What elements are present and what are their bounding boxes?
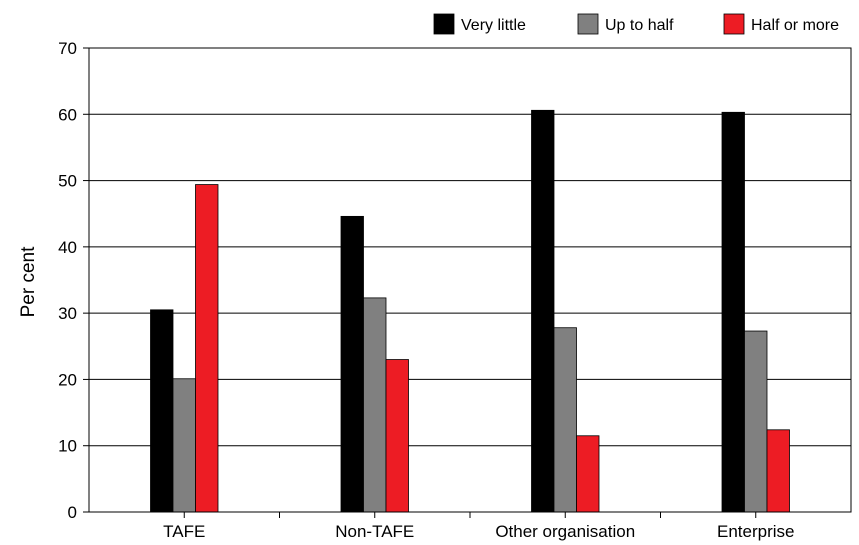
bar-enterprise-half-or-more [766, 429, 790, 513]
x-tick-label: Enterprise [717, 522, 794, 541]
bar-tafe-very-little [150, 309, 174, 513]
y-tick-label: 50 [58, 172, 77, 191]
x-tick-label: Non-TAFE [335, 522, 414, 541]
bar-enterprise-very-little [721, 111, 745, 513]
y-tick-label: 0 [68, 503, 77, 522]
bars [150, 109, 790, 513]
legend-swatch-half-or-more [723, 13, 745, 35]
bar-non-tafe-up-to-half [363, 297, 387, 513]
bar-tafe-half-or-more [195, 184, 219, 513]
legend-label: Very little [461, 17, 526, 34]
y-tick-label: 60 [58, 105, 77, 124]
bar-non-tafe-half-or-more [385, 359, 409, 513]
legend-swatch-very-little [433, 13, 455, 35]
legend: Very little Up to half Half or more [433, 13, 839, 35]
bar-other-organisation-up-to-half [553, 327, 577, 513]
bar-enterprise-up-to-half [744, 330, 768, 513]
y-tick-label: 30 [58, 304, 77, 323]
y-axis-title: Per cent [18, 246, 39, 317]
x-tick-label: TAFE [163, 522, 205, 541]
y-tick-label: 20 [58, 370, 77, 389]
axes: 0 10 20 30 40 50 60 70 TAFE Non-TAFE Other organis… [58, 39, 852, 541]
y-tick-label: 10 [58, 437, 77, 456]
y-tick-label: 40 [58, 238, 77, 257]
y-tick-label: 70 [58, 39, 77, 58]
x-tick-label: Other organisation [495, 522, 635, 541]
legend-label: Up to half [605, 17, 674, 34]
bar-other-organisation-very-little [531, 109, 555, 513]
bar-other-organisation-half-or-more [576, 435, 600, 513]
bar-non-tafe-very-little [340, 215, 364, 513]
bar-tafe-up-to-half [172, 378, 196, 513]
legend-label: Half or more [751, 17, 839, 34]
legend-swatch-up-to-half [577, 13, 599, 35]
